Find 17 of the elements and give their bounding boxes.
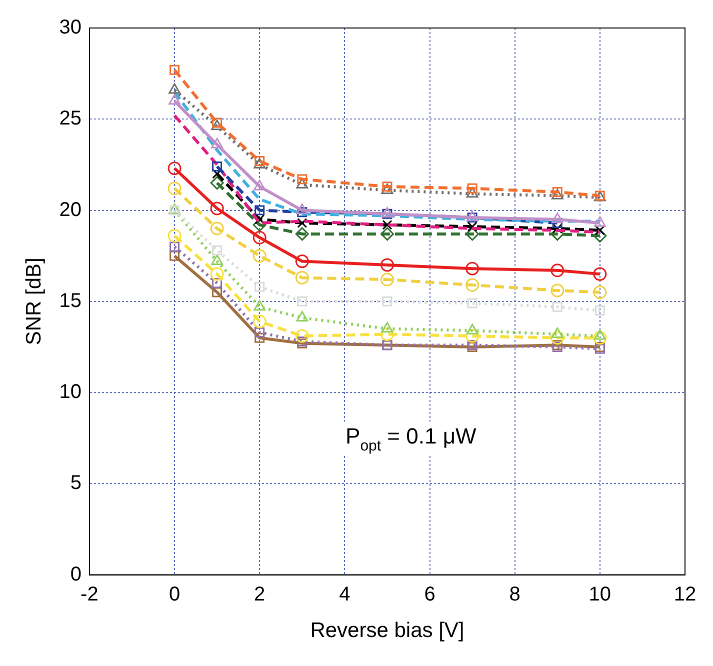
x-tick-label: 4 (339, 583, 350, 606)
x-tick-label: 6 (424, 583, 436, 606)
y-tick-label: 20 (59, 198, 82, 221)
x-tick-label: 0 (168, 583, 180, 606)
y-tick-label: 10 (59, 381, 82, 404)
y-tick-label: 0 (70, 563, 82, 586)
x-tick-label: 12 (674, 583, 696, 606)
y-tick-label: 30 (59, 16, 82, 39)
x-axis-title: Reverse bias [V] (310, 619, 464, 642)
x-tick-label: 8 (509, 583, 520, 606)
y-tick-label: 25 (59, 108, 82, 130)
x-tick-label: 10 (588, 583, 612, 606)
x-tick-label: 2 (254, 583, 266, 606)
y-tick-label: 15 (59, 290, 82, 312)
x-tick-label: -2 (80, 583, 98, 606)
y-tick-label: 5 (70, 472, 82, 494)
y-axis-title: SNR [dB] (22, 258, 46, 346)
